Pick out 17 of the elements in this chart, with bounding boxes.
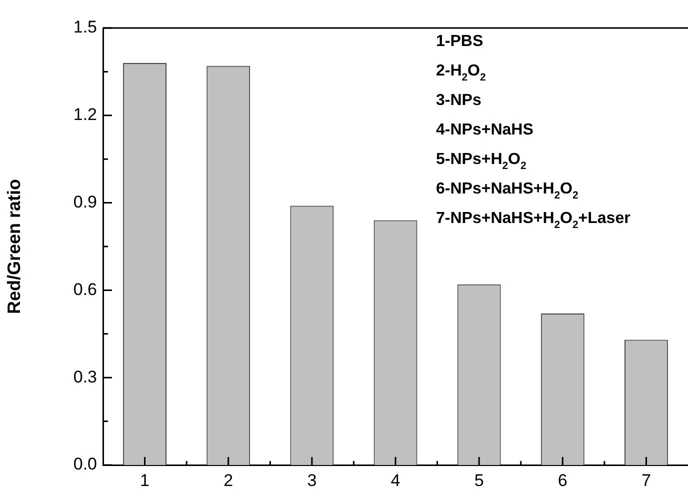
x-tick-label: 2 — [224, 470, 234, 490]
x-tick-label: 1 — [140, 470, 150, 490]
y-tick-label: 0.0 — [73, 454, 97, 474]
x-tick-label: 7 — [641, 470, 651, 490]
annotation: 1-PBS — [436, 33, 484, 50]
x-tick-label: 6 — [558, 470, 568, 490]
x-tick-label: 3 — [307, 470, 317, 490]
y-tick-label: 1.5 — [73, 18, 97, 37]
x-tick-label: 4 — [390, 470, 400, 490]
y-tick-label: 0.6 — [73, 280, 97, 299]
y-tick-label: 1.2 — [73, 105, 97, 124]
annotation: 4-NPs+NaHS — [436, 122, 534, 138]
y-tick-label: 0.3 — [73, 367, 97, 386]
y-axis-title: Red/Green ratio — [4, 178, 24, 314]
x-tick-label: 5 — [474, 470, 484, 490]
y-tick-label: 0.9 — [73, 192, 97, 212]
annotation: 3-NPs — [436, 92, 482, 109]
